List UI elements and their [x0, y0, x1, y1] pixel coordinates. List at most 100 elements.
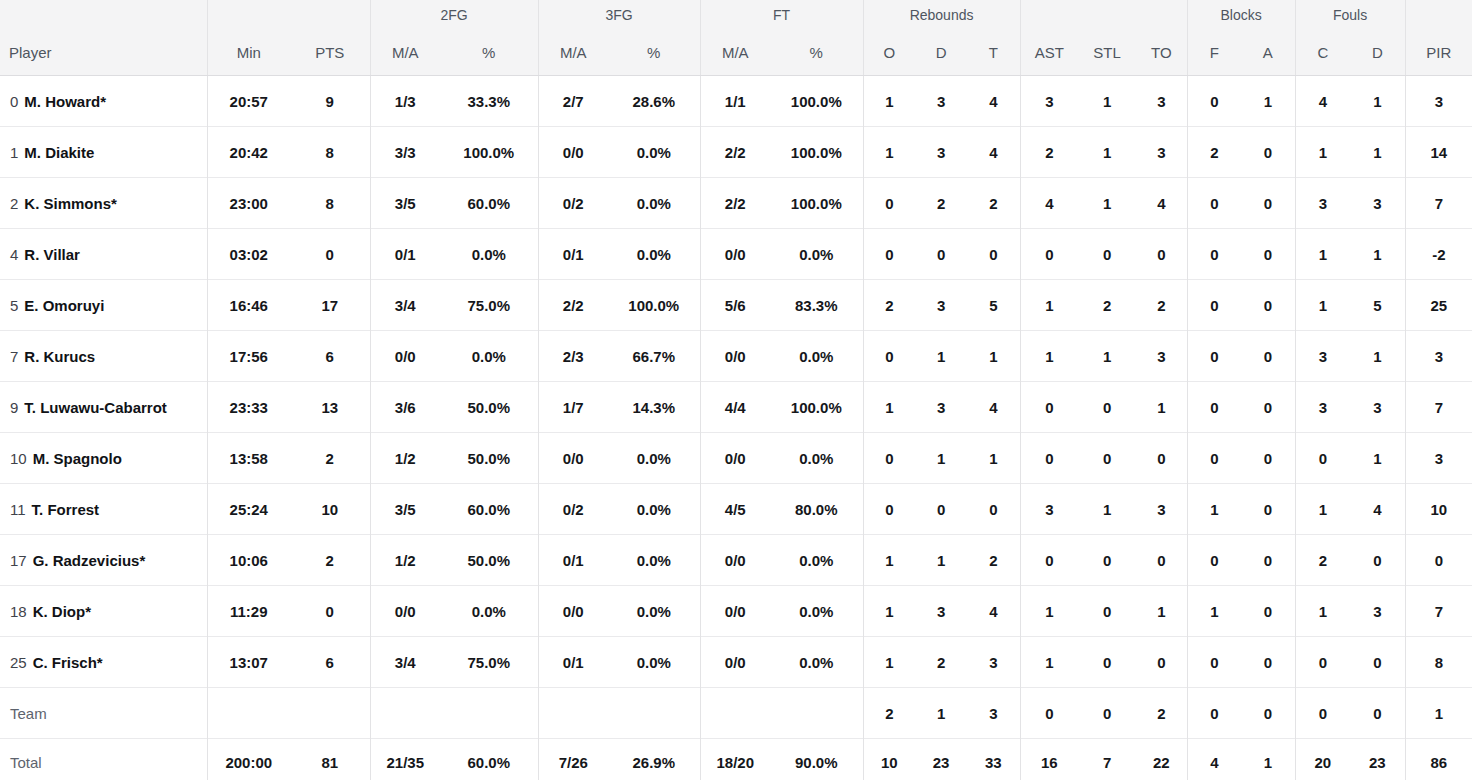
blk-ag-cell: 0 [1241, 331, 1295, 382]
2fg-pct-cell: 33.3% [440, 76, 538, 127]
blk-ag-cell: 0 [1241, 382, 1295, 433]
blk-fv-cell: 1 [1187, 586, 1241, 637]
player-cell: 18K. Diop* [0, 586, 207, 637]
to-cell: 0 [1136, 433, 1187, 484]
ft-ma-cell: 0/0 [700, 229, 770, 280]
column-group-row: 2FG3FGFTReboundsBlocksFouls [0, 0, 1472, 30]
reb-t-cell: 0 [967, 484, 1020, 535]
player-name-link[interactable]: M. Diakite [24, 144, 94, 161]
blk-ag-cell: 0 [1241, 688, 1295, 739]
table-row: 4R. Villar03:0200/10.0%0/10.0%0/00.0%000… [0, 229, 1472, 280]
player-cell: 11T. Forrest [0, 484, 207, 535]
player-name-link[interactable]: R. Kurucs [24, 348, 95, 365]
foul-rv-cell: 1 [1350, 127, 1405, 178]
stl-cell: 7 [1078, 739, 1136, 780]
foul-cm-cell: 0 [1295, 637, 1350, 688]
player-name-link[interactable]: K. Simmons* [24, 195, 117, 212]
player-name-link[interactable]: E. Omoruyi [24, 297, 104, 314]
3fg-pct-cell: 66.7% [608, 331, 700, 382]
ft-ma-cell: 4/5 [700, 484, 770, 535]
reb-o-cell: 0 [863, 178, 915, 229]
player-cell: Team [0, 688, 207, 739]
reb-o-cell: 1 [863, 382, 915, 433]
foul-rv-cell: 23 [1350, 739, 1405, 780]
blk-ag-cell: 1 [1241, 76, 1295, 127]
column-header-2fg-pct: % [440, 30, 538, 76]
column-group-3fg: 3FG [538, 0, 700, 30]
jersey-number: 2 [10, 195, 18, 212]
ft-ma-cell: 0/0 [700, 331, 770, 382]
pir-cell: 0 [1405, 535, 1472, 586]
blk-ag-cell: 1 [1241, 739, 1295, 780]
2fg-ma-cell [370, 688, 440, 739]
min-cell: 25:24 [207, 484, 290, 535]
column-header-to: TO [1136, 30, 1187, 76]
ft-pct-cell: 0.0% [770, 637, 863, 688]
reb-t-cell: 1 [967, 331, 1020, 382]
player-name-link[interactable]: R. Villar [24, 246, 80, 263]
pts-cell: 10 [290, 484, 370, 535]
2fg-pct-cell: 75.0% [440, 637, 538, 688]
reb-o-cell: 1 [863, 127, 915, 178]
to-cell: 0 [1136, 229, 1187, 280]
table-body: 0M. Howard*20:5791/333.3%2/728.6%1/1100.… [0, 76, 1472, 780]
player-name-link[interactable]: T. Luwawu-Cabarrot [24, 399, 167, 416]
reb-d-cell: 3 [915, 76, 967, 127]
3fg-pct-cell: 0.0% [608, 433, 700, 484]
player-name-link[interactable]: C. Frisch* [33, 654, 103, 671]
column-header-foul-cm: C [1295, 30, 1350, 76]
foul-cm-cell: 1 [1295, 229, 1350, 280]
foul-cm-cell: 1 [1295, 280, 1350, 331]
column-group-2fg: 2FG [370, 0, 538, 30]
stl-cell: 1 [1078, 331, 1136, 382]
reb-d-cell: 23 [915, 739, 967, 780]
pts-cell: 17 [290, 280, 370, 331]
player-name-link[interactable]: K. Diop* [33, 603, 91, 620]
to-cell: 3 [1136, 127, 1187, 178]
blk-fv-cell: 0 [1187, 229, 1241, 280]
blk-ag-cell: 0 [1241, 178, 1295, 229]
column-group-fouls: Fouls [1295, 0, 1405, 30]
2fg-ma-cell: 21/35 [370, 739, 440, 780]
min-cell: 200:00 [207, 739, 290, 780]
pts-cell: 9 [290, 76, 370, 127]
ast-cell: 0 [1020, 229, 1078, 280]
player-name-link[interactable]: M. Howard* [24, 93, 106, 110]
ast-cell: 0 [1020, 688, 1078, 739]
2fg-ma-cell: 1/2 [370, 433, 440, 484]
player-name-link[interactable]: T. Forrest [32, 501, 100, 518]
3fg-pct-cell: 0.0% [608, 586, 700, 637]
player-name-link[interactable]: M. Spagnolo [33, 450, 122, 467]
jersey-number: 17 [10, 552, 27, 569]
2fg-pct-cell: 50.0% [440, 535, 538, 586]
to-cell: 22 [1136, 739, 1187, 780]
column-header-reb-o: O [863, 30, 915, 76]
ft-ma-cell: 4/4 [700, 382, 770, 433]
table-header: 2FG3FGFTReboundsBlocksFoulsPlayerMinPTSM… [0, 0, 1472, 76]
blk-fv-cell: 0 [1187, 382, 1241, 433]
column-header-2fg-ma: M/A [370, 30, 440, 76]
ast-cell: 4 [1020, 178, 1078, 229]
foul-rv-cell: 1 [1350, 229, 1405, 280]
blk-fv-cell: 0 [1187, 688, 1241, 739]
reb-d-cell: 2 [915, 178, 967, 229]
reb-t-cell: 4 [967, 76, 1020, 127]
reb-o-cell: 1 [863, 535, 915, 586]
reb-t-cell: 2 [967, 178, 1020, 229]
2fg-ma-cell: 0/1 [370, 229, 440, 280]
3fg-ma-cell: 2/7 [538, 76, 608, 127]
table-row: 11T. Forrest25:24103/560.0%0/20.0%4/580.… [0, 484, 1472, 535]
min-cell: 17:56 [207, 331, 290, 382]
reb-t-cell: 33 [967, 739, 1020, 780]
table-row: 5E. Omoruyi16:46173/475.0%2/2100.0%5/683… [0, 280, 1472, 331]
table-row: 17G. Radzevicius*10:0621/250.0%0/10.0%0/… [0, 535, 1472, 586]
foul-cm-cell: 20 [1295, 739, 1350, 780]
2fg-pct-cell: 50.0% [440, 433, 538, 484]
player-name-link[interactable]: G. Radzevicius* [33, 552, 146, 569]
reb-d-cell: 0 [915, 484, 967, 535]
stl-cell: 0 [1078, 586, 1136, 637]
box-score-table: 2FG3FGFTReboundsBlocksFoulsPlayerMinPTSM… [0, 0, 1472, 780]
stl-cell: 1 [1078, 484, 1136, 535]
3fg-pct-cell: 0.0% [608, 484, 700, 535]
foul-cm-cell: 3 [1295, 382, 1350, 433]
